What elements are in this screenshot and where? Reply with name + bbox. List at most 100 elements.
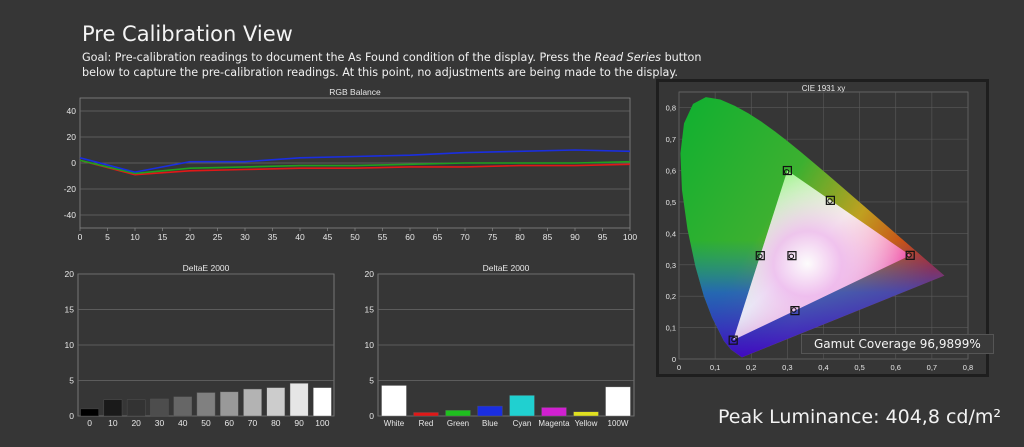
x-tick-label: 0 bbox=[78, 232, 83, 242]
x-tick-label: Blue bbox=[482, 419, 499, 428]
x-tick-label: 30 bbox=[155, 418, 165, 426]
measured-marker bbox=[788, 253, 795, 259]
y-tick-label: -40 bbox=[64, 210, 77, 220]
measured-marker bbox=[783, 169, 790, 175]
x-tick-label: White bbox=[384, 419, 405, 428]
gamut-coverage-label: Gamut Coverage 96,9899% bbox=[801, 334, 994, 354]
rgb-balance-chart: RGB Balance 40 20 0 -20 -40 0 5 10 15 20 25 30 35 40 45… bbox=[64, 87, 638, 242]
x-tick-label: 60 bbox=[225, 418, 235, 426]
bar bbox=[313, 387, 332, 417]
target-marker bbox=[825, 195, 835, 205]
bar bbox=[445, 410, 471, 417]
target-marker bbox=[728, 335, 738, 345]
bar bbox=[196, 392, 216, 417]
x-tick-label: 100 bbox=[623, 232, 637, 242]
x-tick-label: 30 bbox=[240, 232, 250, 242]
target-marker bbox=[782, 165, 792, 176]
measured-marker bbox=[827, 198, 833, 204]
y-tick-label: 5 bbox=[369, 376, 374, 386]
goal-text-part1: Goal: Pre-calibration readings to docume… bbox=[82, 51, 595, 64]
y-tick-label: 0,6 bbox=[666, 167, 676, 176]
deltae-colors-chart: DeltaE 2000 20 15 10 5 0 White Red Green Blue Cyan… bbox=[365, 263, 635, 428]
chart-title: DeltaE 2000 bbox=[183, 263, 230, 273]
y-tick-label: 20 bbox=[65, 269, 75, 279]
x-tick-label: 5 bbox=[105, 232, 110, 242]
x-tick-label: Yellow bbox=[575, 419, 598, 428]
y-tick-label: 0 bbox=[69, 411, 74, 421]
measured-marker bbox=[906, 252, 912, 258]
x-tick-label: 0,5 bbox=[854, 363, 864, 372]
bar bbox=[126, 399, 146, 417]
x-tick-label: 80 bbox=[515, 232, 525, 242]
y-tick-label: 5 bbox=[69, 376, 74, 386]
x-tick-label: 75 bbox=[488, 232, 498, 242]
y-tick-label: 20 bbox=[67, 132, 77, 142]
bar bbox=[80, 408, 99, 417]
peak-luminance: Peak Luminance: 404,8 cd/m² bbox=[718, 406, 1002, 428]
bar bbox=[219, 391, 239, 417]
x-tick-label: 50 bbox=[201, 418, 211, 426]
bar bbox=[289, 383, 309, 417]
page-title: Pre Calibration View bbox=[82, 22, 293, 46]
x-tick-label: 55 bbox=[378, 232, 388, 242]
target-marker bbox=[790, 306, 800, 316]
x-tick-label: 65 bbox=[433, 232, 443, 242]
bar bbox=[381, 385, 407, 417]
x-tick-label: 15 bbox=[158, 232, 168, 242]
x-tick-label: 60 bbox=[405, 232, 415, 242]
y-tick-label: 15 bbox=[65, 305, 75, 315]
bar bbox=[413, 412, 439, 417]
y-tick-label: 0 bbox=[71, 158, 76, 168]
x-tick-label: 100 bbox=[315, 418, 329, 426]
x-tick-label: 70 bbox=[248, 418, 258, 426]
y-tick-label: 10 bbox=[65, 340, 75, 350]
y-tick-label: 0 bbox=[672, 355, 676, 364]
target-marker bbox=[787, 251, 797, 261]
y-tick-label: 0,5 bbox=[666, 198, 676, 207]
x-tick-label: 90 bbox=[294, 418, 304, 426]
y-tick-label: 0 bbox=[369, 411, 374, 421]
chart-title: CIE 1931 xy bbox=[802, 84, 846, 93]
x-tick-label: 0,3 bbox=[782, 363, 792, 372]
cie-chart-frame: 0 0,1 0,2 0,3 0,4 0,5 0,6 0,7 0,8 0 0,1 0,2 0,3 0,4 0,… bbox=[656, 79, 989, 377]
chart-title: DeltaE 2000 bbox=[483, 263, 530, 273]
x-tick-label: 90 bbox=[570, 232, 580, 242]
x-tick-label: 0,7 bbox=[927, 363, 937, 372]
y-tick-label: 0,7 bbox=[666, 135, 676, 144]
bar bbox=[266, 387, 286, 417]
measured-marker bbox=[757, 253, 763, 259]
measured-marker bbox=[731, 336, 737, 343]
x-tick-label: Green bbox=[447, 419, 469, 428]
x-tick-label: 80 bbox=[271, 418, 281, 426]
bar bbox=[605, 386, 631, 417]
x-tick-label: 40 bbox=[295, 232, 305, 242]
goal-text: Goal: Pre-calibration readings to docume… bbox=[82, 50, 722, 80]
x-tick-label: 45 bbox=[323, 232, 333, 242]
x-tick-label: 25 bbox=[213, 232, 223, 242]
series-line-red bbox=[79, 159, 631, 176]
y-tick-label: 0,3 bbox=[666, 261, 676, 270]
bar bbox=[541, 407, 567, 417]
cie-1931-chart: 0 0,1 0,2 0,3 0,4 0,5 0,6 0,7 0,8 0 0,1 0,2 0,3 0,4 0,… bbox=[666, 84, 974, 372]
series-line-blue bbox=[79, 149, 631, 173]
y-tick-label: 15 bbox=[365, 305, 375, 315]
bar bbox=[173, 396, 193, 417]
chart-title: RGB Balance bbox=[329, 87, 381, 97]
measured-marker bbox=[791, 307, 797, 313]
x-tick-label: Cyan bbox=[513, 419, 532, 428]
x-tick-label: 0,1 bbox=[710, 363, 720, 372]
x-tick-label: 70 bbox=[460, 232, 470, 242]
bar bbox=[150, 398, 169, 417]
y-tick-label: -20 bbox=[64, 184, 77, 194]
x-tick-label: 35 bbox=[268, 232, 278, 242]
x-tick-label: 40 bbox=[178, 418, 188, 426]
x-tick-label: 100W bbox=[608, 419, 629, 428]
y-tick-label: 20 bbox=[365, 269, 375, 279]
y-tick-label: 40 bbox=[67, 106, 77, 116]
x-tick-label: Red bbox=[419, 419, 434, 428]
x-tick-label: 0,4 bbox=[818, 363, 828, 372]
bar bbox=[243, 388, 262, 417]
x-tick-label: 0,6 bbox=[891, 363, 901, 372]
x-tick-label: 50 bbox=[350, 232, 360, 242]
